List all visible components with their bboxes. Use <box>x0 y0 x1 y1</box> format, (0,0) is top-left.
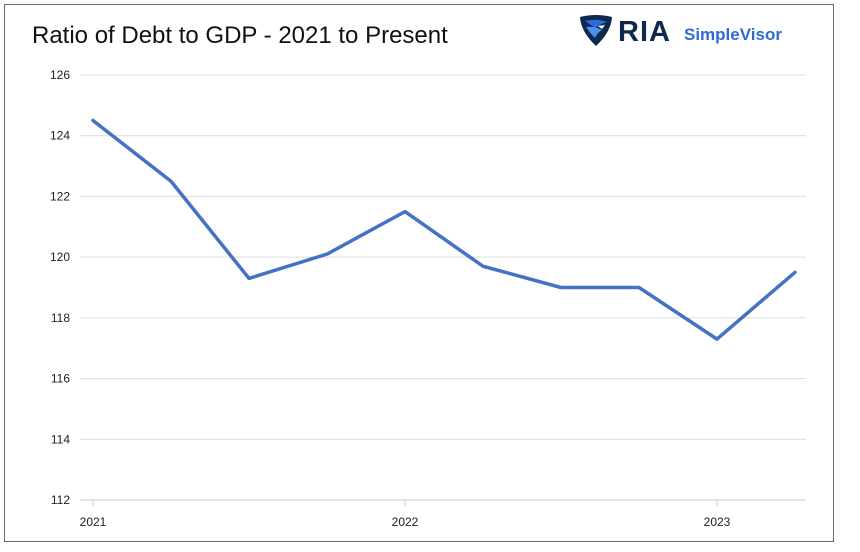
y-tick-label: 112 <box>51 493 70 507</box>
y-tick-label: 126 <box>50 68 70 82</box>
chart-title: Ratio of Debt to GDP - 2021 to Present <box>32 22 448 49</box>
y-tick-label: 116 <box>51 372 70 386</box>
y-tick-label: 122 <box>50 189 70 203</box>
x-tick-label: 2022 <box>392 515 419 529</box>
brand-logo: RIA SimpleVisor <box>578 14 782 50</box>
chart-frame <box>4 4 834 542</box>
brand-name: RIA <box>618 16 671 48</box>
y-tick-label: 114 <box>51 432 70 446</box>
x-tick-label: 2021 <box>80 515 107 529</box>
y-tick-label: 120 <box>50 250 70 264</box>
series-line <box>91 118 797 341</box>
brand-product: SimpleVisor <box>684 25 782 44</box>
y-tick-label: 124 <box>50 129 70 143</box>
x-tick-label: 2023 <box>704 515 731 529</box>
y-tick-label: 118 <box>51 311 70 325</box>
eagle-shield-icon <box>580 15 612 46</box>
